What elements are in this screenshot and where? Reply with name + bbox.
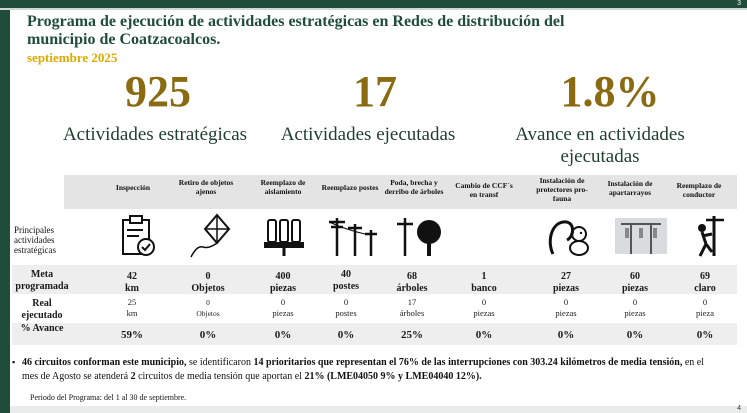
note-part: 2 [130, 371, 136, 382]
top-bar [0, 0, 747, 8]
bottom-bar [10, 406, 747, 413]
row-label-meta: Meta programada [15, 269, 69, 292]
row-label-real: Real ejecutado [21, 298, 63, 321]
col-head-retiro: Retiro de objetos ajenos [178, 178, 234, 196]
real-value: 0 [280, 297, 286, 307]
real-unit: Objetos [196, 309, 220, 318]
top-bar-accent [0, 8, 747, 10]
meta-unit: piezas [269, 283, 297, 294]
avance-value: 0% [475, 329, 493, 341]
meta-unit: postes [332, 281, 360, 292]
meta-unit: piezas [621, 283, 649, 294]
page-number-top: 3 [737, 0, 741, 7]
real-unit: piezas [555, 308, 577, 318]
real-value: 0 [632, 297, 638, 307]
col-head-poda: Poda, brecha y derribo de árboles [384, 178, 444, 196]
real-unit: piezas [272, 308, 294, 318]
utility-poles-icon [326, 211, 382, 261]
kpi-label-actividades: Actividades estratégicas [62, 124, 248, 145]
clipboard-check-icon [112, 211, 162, 261]
real-value: 0 [481, 297, 487, 307]
kpi-value-actividades: 925 [125, 67, 191, 116]
meta-unit: piezas [552, 283, 580, 294]
meta-unit: km [125, 283, 139, 294]
kpi-label-ejecutadas: Actividades ejecutadas [280, 124, 456, 145]
note-part: 46 circuitos conforman este municipio, [22, 357, 187, 368]
note-paragraph: 46 circuitos conforman este municipio, s… [22, 356, 722, 384]
meta-unit: Objetos [191, 283, 225, 294]
avance-value: 0% [696, 329, 714, 341]
meta-value: 69 [700, 271, 710, 282]
real-value: 0 [563, 297, 569, 307]
page-subtitle: septiembre 2025 [27, 50, 118, 65]
tree-poles-icon [390, 211, 446, 261]
meta-value: 42 [127, 271, 137, 282]
left-sidebar-strip [0, 10, 10, 413]
meta-value: 400 [275, 271, 291, 282]
col-head-postes: Reemplazo postes [321, 183, 379, 192]
real-value: 25 [127, 297, 137, 307]
note-bullet: ▪ [12, 357, 16, 367]
meta-value: 0 [205, 271, 211, 282]
real-unit: árboles [399, 308, 425, 318]
real-value: 17 [407, 297, 417, 307]
col-head-apartarrayos: Instalación de apartarrayos [607, 179, 653, 197]
col-head-inspeccion: Inspección [115, 183, 151, 192]
avance-row-band [12, 323, 737, 345]
real-value: 0 [206, 298, 210, 307]
note-part: se identificaron [186, 357, 254, 368]
program-period: Periodo del Programa: del 1 al 30 de sep… [30, 393, 187, 402]
avance-value: 0% [626, 329, 644, 341]
real-unit: piezas [624, 308, 646, 318]
kpi-value-avance: 1.8% [560, 67, 660, 116]
meta-value: 60 [630, 271, 640, 282]
lineman-icon [678, 211, 730, 261]
kpi-value-ejecutadas: 17 [353, 67, 397, 116]
note-part: 14 prioritarios que representan el 76% d… [253, 357, 683, 368]
note-part: 21% (LME04050 9% y LME04040 12%). [304, 371, 482, 382]
meta-unit: banco [471, 283, 497, 294]
real-unit: postes [335, 308, 357, 318]
meta-value: 40 [341, 269, 351, 280]
meta-row-band [12, 265, 737, 294]
col-head-ccf: Cambio de CCF´s en transf [455, 181, 513, 199]
surge-arrester-icon [612, 211, 670, 261]
meta-value: 27 [561, 271, 571, 282]
row-label-avance: % Avance [20, 323, 64, 334]
avance-value: 25% [401, 329, 423, 341]
avance-value: 0% [274, 329, 292, 341]
real-value: 0 [702, 297, 708, 307]
squirrel-icon [542, 211, 598, 261]
meta-unit: claro [694, 283, 716, 294]
meta-unit: árboles [396, 283, 428, 294]
page-number-bottom: 4 [737, 405, 741, 412]
activities-table: Inspección Retiro de objetos ajenos Reem… [12, 173, 737, 349]
avance-value: 59% [121, 329, 143, 341]
real-value: 0 [343, 297, 349, 307]
insulator-icon [258, 211, 310, 261]
kpi-label-avance: Avance en actividades ejecutadas [515, 124, 685, 167]
meta-value: 1 [481, 271, 487, 282]
col-head-aislamiento: Reemplazo de aislamiento [260, 178, 306, 196]
real-unit: km [126, 308, 138, 318]
meta-value: 68 [407, 271, 417, 282]
col-head-conductor: Reemplazo de conductor [676, 181, 722, 199]
table-header-band [64, 175, 737, 209]
avance-value: 0% [337, 329, 355, 341]
note-part: circuitos de media tensión que aportan e… [135, 371, 305, 382]
kite-icon [184, 211, 234, 261]
avance-value: 0% [557, 329, 575, 341]
page-title: Programa de ejecución de actividades est… [27, 13, 565, 48]
real-unit: pieza [696, 308, 714, 318]
note-part: en el mes de Agosto se atenderá [22, 357, 704, 382]
col-head-profauna: Instalación de protectores pro-fauna [536, 176, 588, 203]
row-label-principales: Principales actividades estratégicas [14, 225, 56, 255]
real-unit: piezas [473, 308, 495, 318]
avance-value: 0% [199, 329, 217, 341]
